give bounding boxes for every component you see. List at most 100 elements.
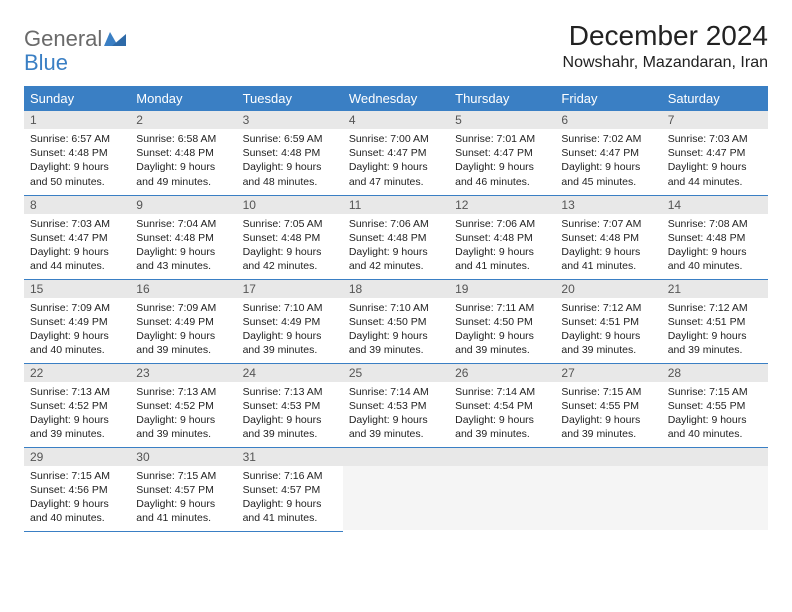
weekday-header: Friday <box>555 86 661 111</box>
calendar-week-row: 15Sunrise: 7:09 AMSunset: 4:49 PMDayligh… <box>24 279 768 363</box>
sunset-line: Sunset: 4:54 PM <box>455 399 549 413</box>
sunrise-line: Sunrise: 6:59 AM <box>243 132 337 146</box>
sunrise-line: Sunrise: 7:03 AM <box>30 217 124 231</box>
day-number: 29 <box>24 448 130 466</box>
sunrise-line: Sunrise: 6:58 AM <box>136 132 230 146</box>
day-number: 25 <box>343 364 449 382</box>
sunset-line: Sunset: 4:52 PM <box>30 399 124 413</box>
sunset-line: Sunset: 4:48 PM <box>668 231 762 245</box>
calendar-day-cell: 1Sunrise: 6:57 AMSunset: 4:48 PMDaylight… <box>24 111 130 195</box>
day-number: 30 <box>130 448 236 466</box>
sunset-line: Sunset: 4:51 PM <box>668 315 762 329</box>
day-body: Sunrise: 7:04 AMSunset: 4:48 PMDaylight:… <box>130 214 236 278</box>
day-body: Sunrise: 7:03 AMSunset: 4:47 PMDaylight:… <box>24 214 130 278</box>
sunrise-line: Sunrise: 7:10 AM <box>349 301 443 315</box>
day-number: 2 <box>130 111 236 129</box>
day-number: 31 <box>237 448 343 466</box>
weekday-header: Saturday <box>662 86 768 111</box>
day-body: Sunrise: 7:14 AMSunset: 4:53 PMDaylight:… <box>343 382 449 446</box>
daylight-line: Daylight: 9 hours and 39 minutes. <box>561 413 655 441</box>
daylight-line: Daylight: 9 hours and 46 minutes. <box>455 160 549 188</box>
sunrise-line: Sunrise: 7:01 AM <box>455 132 549 146</box>
sunrise-line: Sunrise: 7:13 AM <box>30 385 124 399</box>
sunrise-line: Sunrise: 7:15 AM <box>30 469 124 483</box>
day-number: 14 <box>662 196 768 214</box>
day-body: Sunrise: 6:58 AMSunset: 4:48 PMDaylight:… <box>130 129 236 193</box>
sunrise-line: Sunrise: 7:16 AM <box>243 469 337 483</box>
day-number: 19 <box>449 280 555 298</box>
sunset-line: Sunset: 4:49 PM <box>30 315 124 329</box>
day-body: Sunrise: 7:00 AMSunset: 4:47 PMDaylight:… <box>343 129 449 193</box>
header: General December 2024 Nowshahr, Mazandar… <box>24 20 768 72</box>
calendar-day-cell: 24Sunrise: 7:13 AMSunset: 4:53 PMDayligh… <box>237 363 343 447</box>
day-number-empty <box>343 448 449 466</box>
calendar-header-row: SundayMondayTuesdayWednesdayThursdayFrid… <box>24 86 768 111</box>
calendar-day-cell: 6Sunrise: 7:02 AMSunset: 4:47 PMDaylight… <box>555 111 661 195</box>
sunrise-line: Sunrise: 7:00 AM <box>349 132 443 146</box>
sunset-line: Sunset: 4:48 PM <box>455 231 549 245</box>
calendar-day-cell: 23Sunrise: 7:13 AMSunset: 4:52 PMDayligh… <box>130 363 236 447</box>
day-body: Sunrise: 7:15 AMSunset: 4:56 PMDaylight:… <box>24 466 130 530</box>
daylight-line: Daylight: 9 hours and 39 minutes. <box>455 329 549 357</box>
day-body: Sunrise: 7:06 AMSunset: 4:48 PMDaylight:… <box>449 214 555 278</box>
day-body-empty <box>555 466 661 530</box>
calendar-day-cell: 16Sunrise: 7:09 AMSunset: 4:49 PMDayligh… <box>130 279 236 363</box>
day-body: Sunrise: 7:15 AMSunset: 4:57 PMDaylight:… <box>130 466 236 530</box>
daylight-line: Daylight: 9 hours and 39 minutes. <box>349 329 443 357</box>
sunset-line: Sunset: 4:47 PM <box>30 231 124 245</box>
sunset-line: Sunset: 4:55 PM <box>561 399 655 413</box>
calendar-empty-cell <box>449 447 555 531</box>
sunrise-line: Sunrise: 7:09 AM <box>30 301 124 315</box>
daylight-line: Daylight: 9 hours and 40 minutes. <box>30 497 124 525</box>
sunset-line: Sunset: 4:48 PM <box>349 231 443 245</box>
day-body: Sunrise: 7:11 AMSunset: 4:50 PMDaylight:… <box>449 298 555 362</box>
day-body: Sunrise: 7:13 AMSunset: 4:52 PMDaylight:… <box>130 382 236 446</box>
day-body: Sunrise: 7:09 AMSunset: 4:49 PMDaylight:… <box>130 298 236 362</box>
calendar-day-cell: 8Sunrise: 7:03 AMSunset: 4:47 PMDaylight… <box>24 195 130 279</box>
daylight-line: Daylight: 9 hours and 41 minutes. <box>455 245 549 273</box>
sunrise-line: Sunrise: 7:15 AM <box>561 385 655 399</box>
calendar-day-cell: 15Sunrise: 7:09 AMSunset: 4:49 PMDayligh… <box>24 279 130 363</box>
sunset-line: Sunset: 4:48 PM <box>30 146 124 160</box>
calendar-day-cell: 20Sunrise: 7:12 AMSunset: 4:51 PMDayligh… <box>555 279 661 363</box>
daylight-line: Daylight: 9 hours and 39 minutes. <box>136 329 230 357</box>
day-body: Sunrise: 7:14 AMSunset: 4:54 PMDaylight:… <box>449 382 555 446</box>
day-number-empty <box>449 448 555 466</box>
calendar-empty-cell <box>662 447 768 531</box>
daylight-line: Daylight: 9 hours and 39 minutes. <box>243 413 337 441</box>
calendar-day-cell: 7Sunrise: 7:03 AMSunset: 4:47 PMDaylight… <box>662 111 768 195</box>
calendar-empty-cell <box>555 447 661 531</box>
daylight-line: Daylight: 9 hours and 48 minutes. <box>243 160 337 188</box>
sunset-line: Sunset: 4:48 PM <box>561 231 655 245</box>
sunset-line: Sunset: 4:47 PM <box>668 146 762 160</box>
day-body: Sunrise: 7:01 AMSunset: 4:47 PMDaylight:… <box>449 129 555 193</box>
day-number: 11 <box>343 196 449 214</box>
day-number: 16 <box>130 280 236 298</box>
daylight-line: Daylight: 9 hours and 39 minutes. <box>30 413 124 441</box>
day-number-empty <box>662 448 768 466</box>
title-block: December 2024 Nowshahr, Mazandaran, Iran <box>563 20 768 72</box>
sunrise-line: Sunrise: 7:13 AM <box>136 385 230 399</box>
sunrise-line: Sunrise: 7:09 AM <box>136 301 230 315</box>
logo: General <box>24 26 126 52</box>
day-number: 8 <box>24 196 130 214</box>
daylight-line: Daylight: 9 hours and 40 minutes. <box>668 245 762 273</box>
day-body: Sunrise: 7:15 AMSunset: 4:55 PMDaylight:… <box>662 382 768 446</box>
calendar-day-cell: 12Sunrise: 7:06 AMSunset: 4:48 PMDayligh… <box>449 195 555 279</box>
day-body: Sunrise: 7:12 AMSunset: 4:51 PMDaylight:… <box>662 298 768 362</box>
sunrise-line: Sunrise: 7:13 AM <box>243 385 337 399</box>
sunrise-line: Sunrise: 6:57 AM <box>30 132 124 146</box>
sunset-line: Sunset: 4:47 PM <box>455 146 549 160</box>
sunset-line: Sunset: 4:53 PM <box>349 399 443 413</box>
calendar-day-cell: 19Sunrise: 7:11 AMSunset: 4:50 PMDayligh… <box>449 279 555 363</box>
daylight-line: Daylight: 9 hours and 47 minutes. <box>349 160 443 188</box>
day-body: Sunrise: 7:13 AMSunset: 4:53 PMDaylight:… <box>237 382 343 446</box>
day-body: Sunrise: 7:10 AMSunset: 4:50 PMDaylight:… <box>343 298 449 362</box>
calendar-day-cell: 27Sunrise: 7:15 AMSunset: 4:55 PMDayligh… <box>555 363 661 447</box>
sunrise-line: Sunrise: 7:04 AM <box>136 217 230 231</box>
sunrise-line: Sunrise: 7:06 AM <box>349 217 443 231</box>
weekday-header: Thursday <box>449 86 555 111</box>
daylight-line: Daylight: 9 hours and 39 minutes. <box>668 329 762 357</box>
sunrise-line: Sunrise: 7:15 AM <box>668 385 762 399</box>
sunrise-line: Sunrise: 7:12 AM <box>668 301 762 315</box>
